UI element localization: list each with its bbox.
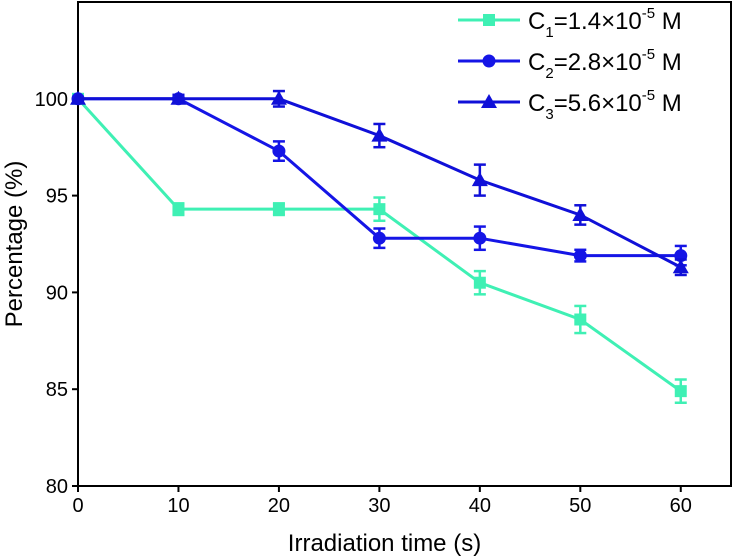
x-tick-label: 0 <box>72 495 83 517</box>
x-tick-label: 10 <box>167 495 189 517</box>
y-tick-label: 100 <box>35 89 68 111</box>
data-point <box>270 90 287 105</box>
data-point <box>272 203 285 216</box>
data-point <box>272 144 286 158</box>
data-point <box>170 90 187 105</box>
data-point <box>572 206 589 221</box>
series-3 <box>70 89 689 277</box>
y-tick-label: 95 <box>46 186 68 208</box>
y-axis-label: Percentage (%) <box>1 161 28 328</box>
y-tick-label: 80 <box>46 476 68 498</box>
legend-label: C3=5.6×10-5 M <box>528 87 682 123</box>
y-tick-label: 85 <box>46 379 68 401</box>
data-point <box>574 313 587 326</box>
data-point <box>70 90 86 105</box>
data-point <box>674 385 687 398</box>
data-point <box>172 203 185 216</box>
data-point <box>672 259 689 274</box>
data-point <box>573 249 587 263</box>
legend-marker <box>483 14 495 26</box>
plot-frame <box>77 1 732 487</box>
series-1 <box>72 92 687 405</box>
data-point <box>471 172 488 187</box>
legend-entry-3: C3=5.6×10-5 M <box>458 87 682 123</box>
legend-entry-2: C2=2.8×10-5 M <box>458 46 682 82</box>
legend-marker <box>481 94 497 108</box>
data-point <box>473 276 486 289</box>
series-2 <box>71 92 688 267</box>
x-tick-label: 40 <box>469 495 491 517</box>
data-point <box>371 127 388 142</box>
legend-marker <box>482 54 496 68</box>
data-point <box>373 203 386 216</box>
y-tick-label: 90 <box>46 282 68 304</box>
x-tick-label: 30 <box>368 495 390 517</box>
legend-label: C1=1.4×10-5 M <box>528 5 682 41</box>
x-tick-label: 50 <box>569 495 591 517</box>
data-point <box>473 231 487 245</box>
x-tick-label: 60 <box>670 495 692 517</box>
data-point <box>372 231 386 245</box>
legend-label: C2=2.8×10-5 M <box>528 46 682 82</box>
x-tick-label: 20 <box>268 495 290 517</box>
x-axis-label: Irradiation time (s) <box>288 530 481 557</box>
legend-entry-1: C1=1.4×10-5 M <box>458 5 682 41</box>
